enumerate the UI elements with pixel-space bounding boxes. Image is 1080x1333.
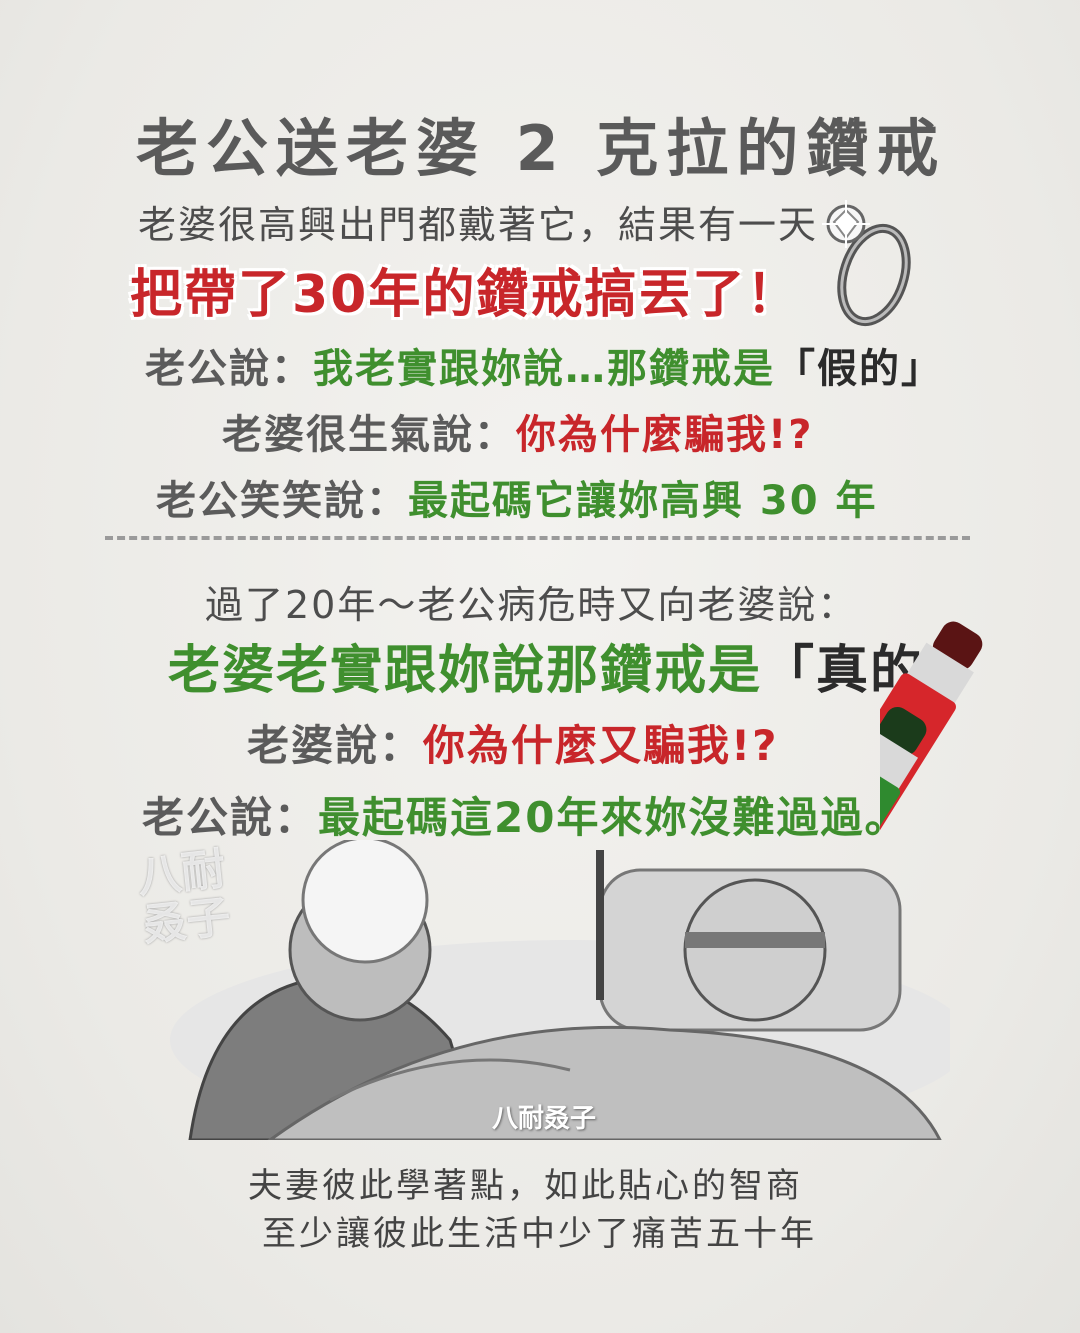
speech-text: 你為什麼又騙我!? bbox=[423, 721, 779, 770]
speaker-label: 老婆很生氣說： bbox=[222, 412, 516, 458]
part2-confession: 老婆老實跟妳說那鑽戒是「真的」 bbox=[168, 628, 978, 703]
husband-says-3: 老公說：最起碼這20年來妳沒難過過。 bbox=[142, 784, 908, 845]
diamond-ring-icon bbox=[822, 200, 911, 327]
speech-text: 你為什麼騙我!? bbox=[516, 412, 814, 458]
speech-text: 我老實跟妳說…那鑽戒是 bbox=[313, 346, 775, 392]
speaker-label: 老婆說： bbox=[247, 721, 424, 770]
intro-line: 老婆很高興出門都戴著它，結果有一天 bbox=[138, 203, 819, 247]
part2-intro-line: 過了20年～老公病危時又向老婆說： bbox=[205, 583, 858, 627]
speaker-label: 老公說： bbox=[142, 793, 319, 842]
speaker-label: 老公說： bbox=[145, 346, 313, 392]
husband-says-1: 老公說：我老實跟妳說…那鑽戒是「假的」 bbox=[145, 336, 943, 394]
markers-group bbox=[880, 621, 983, 930]
green-marker-icon bbox=[880, 706, 927, 930]
speaker-label: 老公笑笑說： bbox=[156, 478, 408, 524]
speech-text: 最起碼它讓妳高興 30 年 bbox=[408, 478, 878, 524]
page-title: 老公送老婆 2 克拉的鑽戒 bbox=[136, 112, 947, 185]
dashed-divider bbox=[105, 536, 970, 540]
speech-text: 老婆老實跟妳說那鑽戒是 bbox=[168, 641, 763, 701]
husband-says-2: 老公笑笑說：最起碼它讓妳高興 30 年 bbox=[156, 468, 878, 526]
lost-ring-line: 把帶了30年的鑽戒搞丟了！ bbox=[130, 265, 801, 325]
couple-illustration bbox=[170, 840, 950, 1140]
caption-line-2: 至少讓彼此生活中少了痛苦五十年 bbox=[262, 1214, 817, 1254]
watermark-large: 八耐 叒子 bbox=[135, 843, 233, 952]
wife-says-1: 老婆很生氣說：你為什麼騙我!? bbox=[222, 402, 813, 460]
caption-line-1: 夫妻彼此學著點，如此貼心的智商 bbox=[248, 1166, 803, 1206]
watermark-small: 八耐叒子 bbox=[492, 1104, 597, 1134]
speech-quote: 「假的」 bbox=[775, 346, 943, 392]
speech-text: 最起碼這20年來妳沒難過過。 bbox=[318, 793, 909, 842]
wife-says-2: 老婆說：你為什麼又騙我!? bbox=[247, 712, 779, 773]
